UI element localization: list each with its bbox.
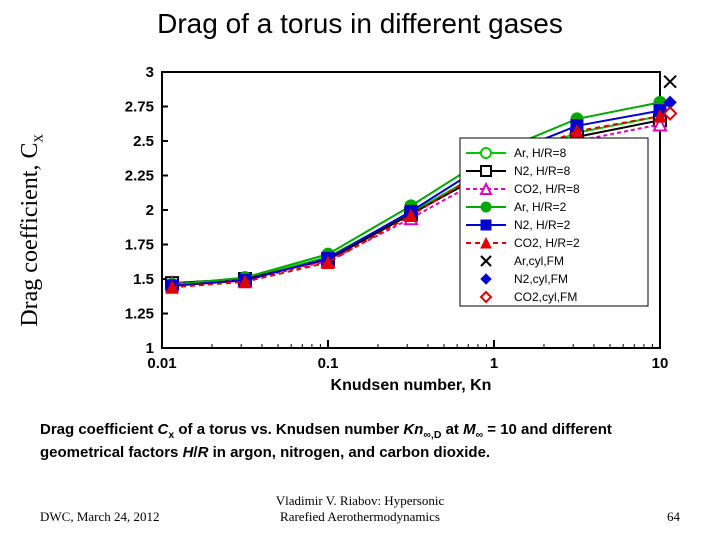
svg-text:CO2, H/R=8: CO2, H/R=8 xyxy=(514,182,580,196)
footer-center-line2: Rarefied Aerothermodynamics xyxy=(280,509,440,524)
svg-text:3: 3 xyxy=(146,64,154,81)
svg-text:CO2, H/R=2: CO2, H/R=2 xyxy=(514,236,580,250)
svg-text:Ar, H/R=8: Ar, H/R=8 xyxy=(514,146,567,160)
svg-text:0.1: 0.1 xyxy=(318,355,339,372)
svg-text:2.75: 2.75 xyxy=(125,99,154,116)
chart: 11.251.51.7522.252.52.7530.010.1110Knuds… xyxy=(100,58,680,398)
legend: Ar, H/R=8 N2, H/R=8 CO2, H/R=8 Ar, H/R=2 N2,… xyxy=(460,138,648,306)
svg-text:1.75: 1.75 xyxy=(125,237,154,254)
caption: Drag coefficient Cx of a torus vs. Knuds… xyxy=(40,420,680,462)
slide: Drag of a torus in different gases Drag … xyxy=(0,0,720,540)
svg-text:1.5: 1.5 xyxy=(133,271,154,288)
svg-text:N2, H/R=8: N2, H/R=8 xyxy=(514,164,571,178)
svg-text:Ar,cyl,FM: Ar,cyl,FM xyxy=(514,254,564,268)
footer-center-line1: Vladimir V. Riabov: Hypersonic xyxy=(276,493,445,508)
series-arfm xyxy=(664,76,676,88)
svg-text:CO2,cyl,FM: CO2,cyl,FM xyxy=(514,290,577,304)
svg-text:N2,cyl,FM: N2,cyl,FM xyxy=(514,272,568,286)
svg-text:Ar, H/R=2: Ar, H/R=2 xyxy=(514,200,567,214)
y-axis-label: Drag coefficient, Cx xyxy=(17,134,48,327)
svg-text:2: 2 xyxy=(146,202,154,219)
svg-text:2.25: 2.25 xyxy=(125,168,154,185)
svg-text:N2, H/R=2: N2, H/R=2 xyxy=(514,218,571,232)
svg-text:0.01: 0.01 xyxy=(147,355,176,372)
svg-text:1: 1 xyxy=(490,355,498,372)
footer-center: Vladimir V. Riabov: Hypersonic Rarefied … xyxy=(40,493,680,525)
svg-text:1.25: 1.25 xyxy=(125,306,154,323)
footer-page-number: 64 xyxy=(667,509,680,525)
svg-text:2.5: 2.5 xyxy=(133,133,154,150)
chart-svg: 11.251.51.7522.252.52.7530.010.1110Knuds… xyxy=(100,58,680,398)
svg-text:10: 10 xyxy=(652,355,669,372)
slide-title: Drag of a torus in different gases xyxy=(0,8,720,40)
y-axis-label-container: Drag coefficient, Cx xyxy=(18,90,46,370)
svg-text:Knudsen number, Kn: Knudsen number, Kn xyxy=(331,377,492,394)
